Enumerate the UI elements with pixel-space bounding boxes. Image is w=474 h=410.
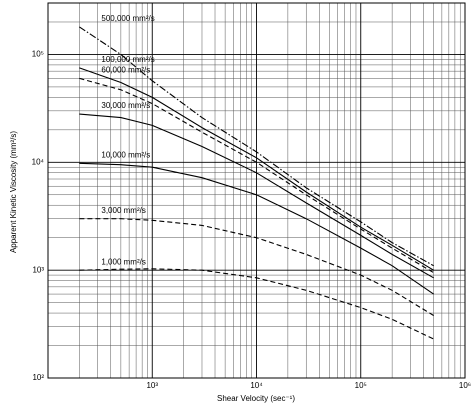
series-label: 30,000 mm²/s (101, 101, 150, 110)
x-tick-label: 10⁵ (355, 381, 367, 390)
series-label: 3,000 mm²/s (101, 206, 145, 215)
y-tick-label: 10² (32, 373, 44, 382)
x-tick-label: 10⁶ (459, 381, 471, 390)
series-line (79, 162, 434, 295)
series-label: 1,000 mm²/s (101, 257, 145, 266)
plot-frame (47, 2, 466, 379)
x-axis-label: Shear Velocity (sec⁻¹) (217, 394, 295, 403)
y-tick-label: 10⁵ (32, 50, 44, 59)
y-axis-label: Apparent Kinetic Viscosity (mm²/s) (9, 131, 18, 253)
series-line (79, 218, 434, 316)
x-tick-label: 10⁴ (250, 381, 263, 390)
series-line (79, 268, 434, 340)
series-label: 10,000 mm²/s (101, 150, 150, 159)
series-line (79, 113, 434, 279)
series-label: 100,000 mm²/s (101, 55, 154, 64)
x-tick-label: 10³ (146, 381, 158, 390)
series-line (79, 26, 434, 267)
y-tick-label: 10³ (32, 265, 44, 274)
series-line (79, 77, 434, 274)
series-label: 60,000 mm²/s (101, 65, 150, 74)
series-label: 500,000 mm²/s (101, 14, 154, 23)
series-line (79, 67, 434, 271)
y-tick-label: 10⁴ (32, 157, 45, 166)
